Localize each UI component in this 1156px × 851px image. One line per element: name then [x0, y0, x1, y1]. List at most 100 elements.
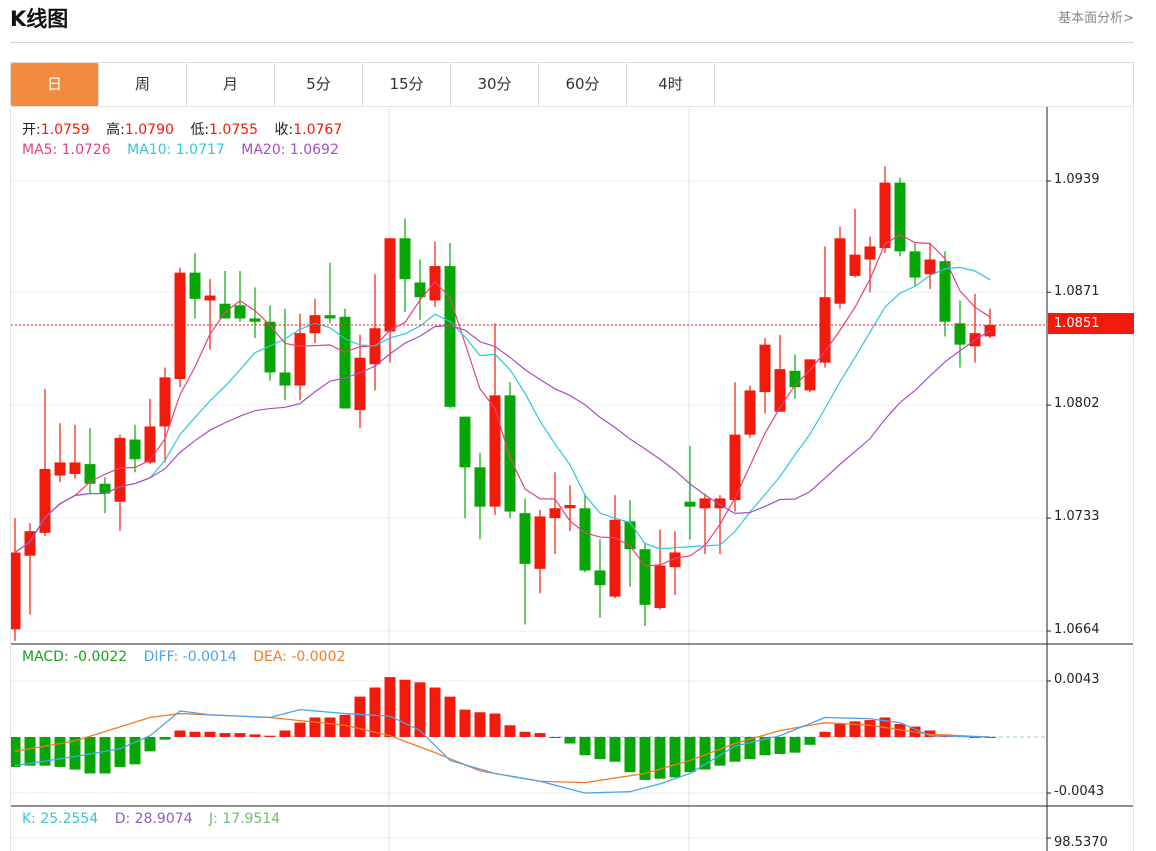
ma20-legend: MA20: 1.0692	[241, 142, 339, 158]
candle-body	[534, 516, 546, 569]
macd-histogram-bar	[564, 737, 576, 744]
macd-histogram-bar	[474, 712, 486, 737]
macd-legend: MACD: -0.0022 DIFF: -0.0014 DEA: -0.0002	[22, 649, 357, 665]
candle-body	[399, 238, 411, 280]
macd-histogram-bar	[54, 737, 66, 767]
macd-histogram-bar	[429, 687, 441, 737]
current-price-tag: 1.0851	[1048, 313, 1134, 334]
y-tick-label: 1.0664	[1054, 622, 1100, 637]
y-tick-label: 1.0802	[1054, 396, 1100, 411]
macd-histogram-bar	[489, 713, 501, 737]
d-value: D: 28.9074	[114, 811, 193, 827]
tab-5min[interactable]: 5分	[275, 63, 363, 106]
candle-body	[309, 315, 321, 334]
candle-body	[459, 416, 471, 468]
candle-body	[204, 295, 216, 301]
close-value: 1.0767	[293, 122, 343, 138]
candle-body	[984, 325, 996, 337]
candle-body	[234, 305, 246, 319]
tab-week[interactable]: 周	[99, 63, 187, 106]
macd-histogram-bar	[189, 731, 201, 737]
macd-histogram-bar	[354, 696, 366, 737]
macd-value: MACD: -0.0022	[22, 649, 128, 665]
candle-body	[819, 297, 831, 363]
fundamental-analysis-link[interactable]: 基本面分析>	[1058, 11, 1134, 26]
candle-body	[714, 498, 726, 509]
macd-histogram-bar	[669, 737, 681, 778]
tab-15min[interactable]: 15分	[363, 63, 451, 106]
macd-histogram-bar	[819, 731, 831, 737]
macd-histogram-bar	[39, 737, 51, 766]
dea-line	[14, 712, 991, 784]
candle-body	[99, 483, 111, 494]
kdj-tick-label: 98.5370	[1054, 835, 1108, 850]
diff-line	[14, 708, 991, 794]
candle-body	[939, 261, 951, 322]
tab-day[interactable]: 日	[11, 63, 99, 106]
j-value: J: 17.9514	[209, 811, 281, 827]
candle-body	[294, 333, 306, 386]
page-title: K线图	[10, 7, 69, 31]
macd-histogram-bar	[984, 737, 996, 738]
candle-body	[894, 182, 906, 252]
candle-body	[114, 437, 126, 502]
kline-chart[interactable]: 开:1.0759 高:1.0790 低:1.0755 收:1.0767 MA5:…	[10, 106, 1134, 851]
ma10-line	[14, 266, 991, 553]
divider	[10, 42, 1134, 43]
kline-chart-svg[interactable]	[11, 107, 1133, 851]
tab-month[interactable]: 月	[187, 63, 275, 106]
period-tabs: 日 周 月 5分 15分 30分 60分 4时	[10, 62, 1134, 106]
macd-histogram-bar	[714, 737, 726, 766]
ma10-legend: MA10: 1.0717	[127, 142, 225, 158]
candle-body	[249, 318, 261, 322]
y-tick-label: 1.0939	[1054, 172, 1100, 187]
candle-body	[11, 552, 21, 630]
macd-histogram-bar	[384, 677, 396, 737]
macd-histogram-bar	[534, 733, 546, 737]
macd-histogram-bar	[399, 679, 411, 737]
candle-body	[654, 565, 666, 609]
candle-body	[789, 370, 801, 388]
candle-body	[444, 266, 456, 407]
tab-60min[interactable]: 60分	[539, 63, 627, 106]
macd-histogram-bar	[744, 737, 756, 760]
macd-tick-label: 0.0043	[1054, 672, 1100, 687]
macd-histogram-bar	[369, 687, 381, 737]
diff-value: DIFF: -0.0014	[143, 649, 237, 665]
macd-histogram-bar	[699, 737, 711, 770]
macd-histogram-bar	[594, 737, 606, 760]
macd-histogram-bar	[414, 682, 426, 737]
candle-body	[879, 182, 891, 249]
tab-30min[interactable]: 30分	[451, 63, 539, 106]
tab-4hour[interactable]: 4时	[627, 63, 715, 106]
macd-histogram-bar	[729, 737, 741, 762]
macd-histogram-bar	[249, 734, 261, 737]
candle-body	[219, 303, 231, 319]
macd-histogram-bar	[849, 721, 861, 737]
candle-body	[639, 549, 651, 605]
macd-histogram-bar	[69, 737, 81, 770]
macd-histogram-bar	[459, 709, 471, 737]
ma-legend: MA5: 1.0726 MA10: 1.0717 MA20: 1.0692	[22, 142, 351, 158]
macd-histogram-bar	[624, 737, 636, 773]
candle-body	[279, 372, 291, 386]
macd-tick-label: -0.0043	[1054, 784, 1105, 799]
macd-histogram-bar	[234, 733, 246, 737]
candle-body	[609, 519, 621, 597]
candle-body	[174, 272, 186, 379]
macd-histogram-bar	[579, 737, 591, 756]
macd-histogram-bar	[444, 696, 456, 737]
candle-body	[24, 531, 36, 556]
close-label: 收:	[274, 122, 294, 138]
candle-body	[189, 272, 201, 299]
candle-body	[759, 344, 771, 393]
macd-histogram-bar	[504, 725, 516, 737]
open-label: 开:	[22, 122, 41, 138]
open-value: 1.0759	[40, 122, 90, 138]
macd-histogram-bar	[219, 733, 231, 737]
macd-histogram-bar	[114, 737, 126, 767]
low-value: 1.0755	[209, 122, 259, 138]
high-label: 高:	[106, 122, 125, 138]
candle-body	[264, 321, 276, 373]
candle-body	[69, 462, 81, 474]
